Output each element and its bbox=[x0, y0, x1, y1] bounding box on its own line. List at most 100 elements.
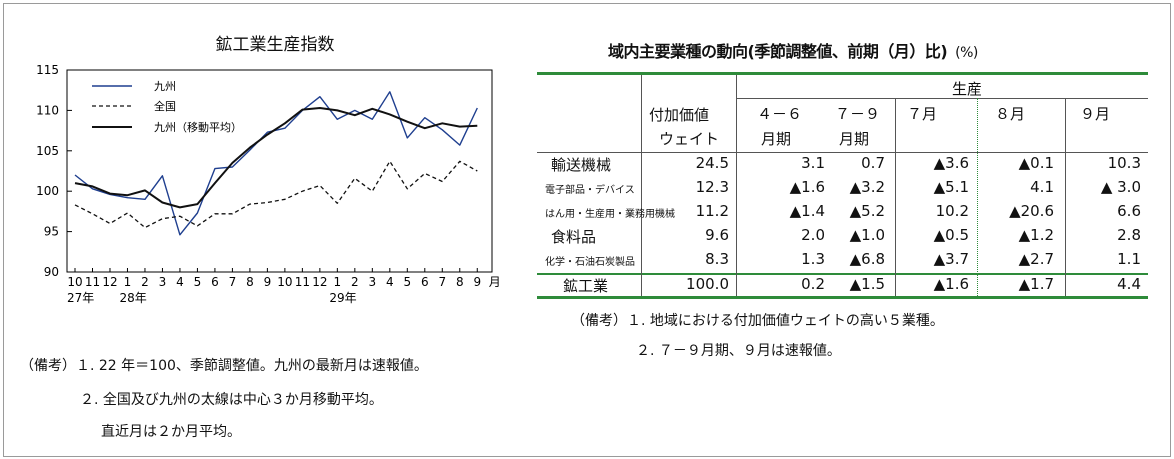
y-tick-label: 100 bbox=[36, 184, 59, 198]
period-header-1: ４－６ bbox=[757, 105, 803, 123]
weight-header-1: 付加価値 bbox=[649, 106, 710, 124]
x-tick-label: 1 bbox=[334, 275, 342, 289]
growth-value: 1.3 bbox=[801, 250, 825, 268]
table-top-rule bbox=[537, 72, 1148, 75]
x-tick-label: 2 bbox=[141, 275, 149, 289]
table-vline-1 bbox=[641, 75, 642, 296]
x-tick-label: 8 bbox=[456, 275, 464, 289]
total-growth-value: ▲1.5 bbox=[849, 275, 885, 293]
growth-value: ▲3.7 bbox=[933, 250, 969, 268]
weight-value: 11.2 bbox=[695, 202, 729, 220]
year-label: 28年 bbox=[119, 291, 146, 305]
x-tick-label: 4 bbox=[386, 275, 394, 289]
table-total-rule bbox=[537, 273, 1148, 275]
growth-value: ▲1.2 bbox=[1018, 226, 1054, 244]
industry-table: 生産 付加価値 ウェイト ４－６ 月期 ７－９ 月期 ７月 ８月 ９月 輸送機械… bbox=[537, 72, 1148, 299]
legend-label: 全国 bbox=[154, 99, 176, 113]
growth-value: ▲2.7 bbox=[1018, 250, 1054, 268]
industry-name: はん用・生産用・業務用機械 bbox=[545, 209, 675, 220]
x-tick-label: 3 bbox=[159, 275, 167, 289]
x-tick-label: 5 bbox=[403, 275, 411, 289]
growth-value: ▲1.6 bbox=[789, 178, 825, 196]
industry-name: 食料品 bbox=[551, 228, 597, 246]
x-tick-label: 12 bbox=[102, 275, 117, 289]
table-header-rule bbox=[537, 152, 1148, 153]
growth-value: ▲5.1 bbox=[933, 178, 969, 196]
year-label: 27年 bbox=[67, 291, 94, 305]
period-header-2: ７－９ bbox=[835, 105, 881, 123]
legend-label: 九州 bbox=[154, 80, 176, 93]
x-tick-label: 2 bbox=[351, 275, 359, 289]
total-growth-value: ▲1.6 bbox=[933, 275, 969, 293]
x-tick-label: 11 bbox=[85, 275, 100, 289]
growth-value: ▲3.2 bbox=[849, 178, 885, 196]
growth-value: ▲5.2 bbox=[849, 202, 885, 220]
growth-value: 6.6 bbox=[1117, 202, 1141, 220]
industry-name: 電子部品・デバイス bbox=[545, 185, 635, 196]
legend-label: 九州（移動平均） bbox=[154, 120, 242, 134]
growth-value: 2.0 bbox=[801, 226, 825, 244]
x-tick-label: 12 bbox=[312, 275, 327, 289]
y-tick-label: 115 bbox=[36, 63, 59, 77]
table-note-2: ２. ７－９月期、９月は速報値。 bbox=[636, 343, 841, 359]
x-tick-label: 9 bbox=[264, 275, 272, 289]
growth-value: ▲3.6 bbox=[933, 154, 969, 172]
plot-frame bbox=[66, 69, 493, 273]
series-line-3 bbox=[74, 107, 478, 209]
weight-value: 12.3 bbox=[695, 178, 729, 196]
x-tick-label: 7 bbox=[438, 275, 446, 289]
weight-value: 24.5 bbox=[695, 154, 729, 172]
total-weight: 100.0 bbox=[686, 275, 729, 293]
growth-value: 4.1 bbox=[1030, 178, 1054, 196]
x-tick-label: 10 bbox=[277, 275, 292, 289]
x-tick-label: 5 bbox=[194, 275, 202, 289]
y-tick-label: 105 bbox=[36, 144, 59, 158]
weight-value: 8.3 bbox=[705, 250, 729, 268]
growth-value: 10.3 bbox=[1107, 154, 1141, 172]
growth-value: ▲0.5 bbox=[933, 226, 969, 244]
total-name: 鉱工業 bbox=[563, 277, 609, 295]
table-title: 域内主要業種の動向(季節調整値、前期（月）比) (%) bbox=[608, 38, 978, 62]
x-tick-label: 6 bbox=[421, 275, 429, 289]
period-header-1-sub: 月期 bbox=[761, 130, 792, 148]
chart-note-3: 直近月は２か月平均。 bbox=[101, 424, 241, 440]
industry-name: 化学・石油石炭製品 bbox=[545, 257, 635, 268]
growth-value: 0.7 bbox=[861, 154, 885, 172]
period-header-3: ７月 bbox=[907, 105, 938, 123]
x-tick-label: 10 bbox=[67, 275, 82, 289]
x-tick-label: 1 bbox=[124, 275, 132, 289]
growth-value: 3.1 bbox=[801, 154, 825, 172]
y-tick-label: 110 bbox=[36, 103, 59, 117]
series-line-2 bbox=[74, 160, 478, 229]
figure-frame bbox=[3, 3, 1171, 457]
x-tick-label: 6 bbox=[211, 275, 219, 289]
series-line-1 bbox=[74, 91, 478, 236]
chart-note-2: ２. 全国及び九州の太線は中心３か月移動平均。 bbox=[80, 392, 383, 408]
chart-note-1: （備考）１. 22 年＝100、季節調整値。九州の最新月は速報値。 bbox=[20, 358, 428, 374]
production-header-rule bbox=[736, 98, 1148, 99]
growth-value: 10.2 bbox=[935, 202, 969, 220]
total-growth-value: 0.2 bbox=[801, 275, 825, 293]
growth-value: ▲ 3.0 bbox=[1100, 178, 1141, 196]
growth-value: ▲0.1 bbox=[1018, 154, 1054, 172]
production-header: 生産 bbox=[951, 80, 982, 98]
table-note-1: （備考）１. 地域における付加価値ウェイトの高い５業種。 bbox=[571, 313, 944, 329]
period-header-2-sub: 月期 bbox=[839, 130, 870, 148]
weight-value: 9.6 bbox=[705, 226, 729, 244]
chart-title: 鉱工業生産指数 bbox=[215, 35, 335, 55]
x-tick-label: 月 bbox=[489, 275, 501, 289]
x-tick-label: 8 bbox=[246, 275, 254, 289]
x-tick-label: 9 bbox=[473, 275, 481, 289]
table-vline-5 bbox=[1065, 98, 1066, 296]
total-growth-value: ▲1.7 bbox=[1018, 275, 1054, 293]
table-vline-3 bbox=[895, 98, 896, 296]
total-growth-value: 4.4 bbox=[1117, 275, 1141, 293]
year-label: 29年 bbox=[329, 291, 356, 305]
y-tick-label: 90 bbox=[44, 265, 59, 279]
growth-value: ▲6.8 bbox=[849, 250, 885, 268]
x-tick-label: 7 bbox=[229, 275, 237, 289]
table-unit: (%) bbox=[955, 45, 978, 61]
period-header-4: ８月 bbox=[995, 105, 1026, 123]
x-tick-label: 11 bbox=[295, 275, 310, 289]
